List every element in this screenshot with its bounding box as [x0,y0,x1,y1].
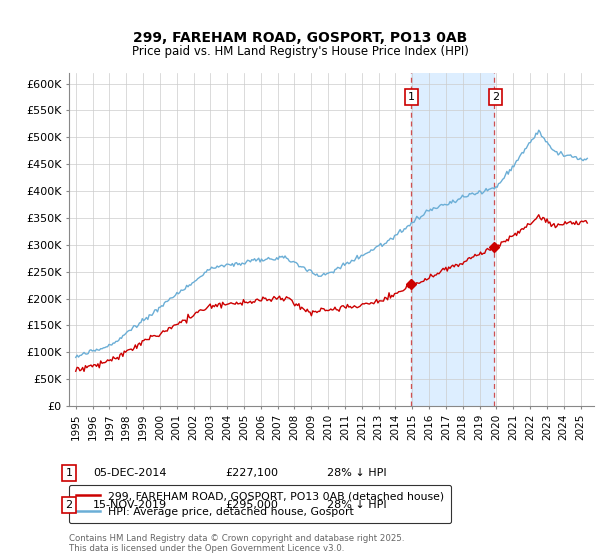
Text: £295,000: £295,000 [225,500,278,510]
Legend: 299, FAREHAM ROAD, GOSPORT, PO13 0AB (detached house), HPI: Average price, detac: 299, FAREHAM ROAD, GOSPORT, PO13 0AB (de… [69,485,451,523]
Text: Contains HM Land Registry data © Crown copyright and database right 2025.
This d: Contains HM Land Registry data © Crown c… [69,534,404,553]
Text: Price paid vs. HM Land Registry's House Price Index (HPI): Price paid vs. HM Land Registry's House … [131,45,469,58]
Text: 15-NOV-2019: 15-NOV-2019 [93,500,167,510]
Text: 28% ↓ HPI: 28% ↓ HPI [327,500,386,510]
Text: 2: 2 [65,500,73,510]
Text: 299, FAREHAM ROAD, GOSPORT, PO13 0AB: 299, FAREHAM ROAD, GOSPORT, PO13 0AB [133,31,467,45]
Bar [411,73,494,406]
Text: 2: 2 [491,92,499,102]
Text: 1: 1 [65,468,73,478]
Text: 1: 1 [408,92,415,102]
Text: 28% ↓ HPI: 28% ↓ HPI [327,468,386,478]
Text: 05-DEC-2014: 05-DEC-2014 [93,468,167,478]
Text: £227,100: £227,100 [225,468,278,478]
